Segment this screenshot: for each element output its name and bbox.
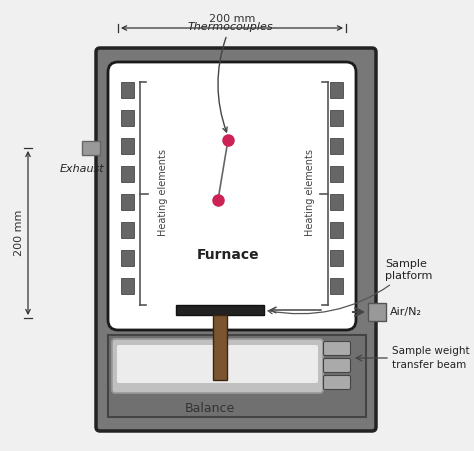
FancyBboxPatch shape [96, 48, 376, 431]
Bar [330, 82, 343, 98]
FancyBboxPatch shape [112, 339, 323, 393]
Text: Sample weight
transfer beam: Sample weight transfer beam [392, 346, 470, 370]
FancyBboxPatch shape [117, 345, 318, 383]
Text: Exhaust: Exhaust [60, 164, 104, 174]
Bar [330, 138, 343, 154]
Bar [213, 315, 227, 380]
Bar [176, 305, 264, 315]
Text: Thermocouples: Thermocouples [187, 22, 273, 132]
Bar [330, 194, 343, 210]
Bar [121, 194, 134, 210]
Bar [121, 138, 134, 154]
Text: Furnace: Furnace [197, 248, 259, 262]
Bar [121, 222, 134, 238]
Bar [368, 303, 386, 321]
Bar [121, 250, 134, 266]
Text: Heating elements: Heating elements [305, 149, 315, 236]
FancyBboxPatch shape [323, 376, 350, 390]
Bar [330, 278, 343, 294]
Bar [121, 82, 134, 98]
Bar [121, 278, 134, 294]
Bar [330, 250, 343, 266]
FancyBboxPatch shape [323, 359, 350, 373]
Bar [330, 110, 343, 126]
Text: 200 mm: 200 mm [14, 210, 24, 256]
FancyBboxPatch shape [323, 341, 350, 355]
Text: Air/N₂: Air/N₂ [390, 307, 422, 317]
Bar [330, 222, 343, 238]
Text: Heating elements: Heating elements [158, 149, 168, 236]
Bar [108, 335, 366, 417]
FancyBboxPatch shape [108, 62, 356, 330]
Bar [330, 166, 343, 182]
Text: 200 mm: 200 mm [209, 14, 255, 24]
Bar [121, 110, 134, 126]
Text: Balance: Balance [185, 401, 235, 414]
Bar [82, 141, 100, 155]
Text: Sample
platform: Sample platform [268, 259, 432, 314]
Bar [121, 166, 134, 182]
